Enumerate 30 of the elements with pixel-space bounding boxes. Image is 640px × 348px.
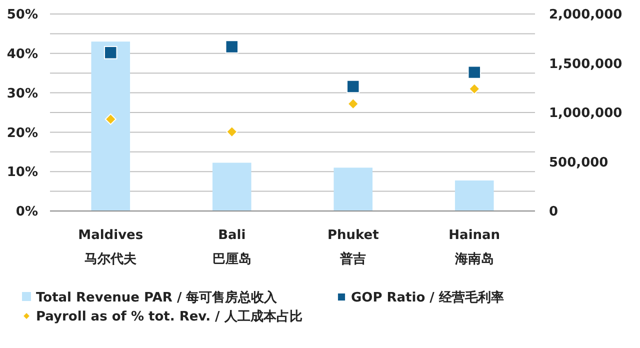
y2-tick-label: 1,000,000	[549, 106, 622, 122]
y-tick-label: 40%	[6, 46, 38, 62]
point	[226, 126, 238, 138]
point	[104, 113, 116, 125]
point	[104, 46, 118, 60]
point	[346, 80, 360, 94]
point	[468, 66, 481, 79]
y-tick-label: 0%	[16, 204, 38, 220]
bar	[454, 180, 494, 211]
y2-tick-label: 500,000	[549, 155, 608, 170]
legend-label: Total Revenue PAR / 每可售房总收入	[36, 290, 278, 306]
point	[468, 83, 480, 95]
bar	[212, 162, 252, 211]
point	[225, 40, 238, 54]
x-tick-label: Phuket 普吉	[327, 228, 379, 267]
bar	[334, 168, 373, 211]
y2-tick-label: 2,000,000	[549, 8, 622, 23]
y2-tick-label: 0	[549, 204, 558, 220]
point	[347, 98, 359, 110]
y-tick-label: 20%	[6, 126, 38, 141]
y-tick-label: 10%	[6, 165, 38, 180]
x-tick-label: Bali 巴厘岛	[212, 228, 252, 267]
bar	[91, 42, 130, 211]
legend-label: GOP Ratio / 经营毛利率	[351, 290, 504, 306]
x-tick-label: Maldives 马尔代夫	[78, 228, 144, 267]
y-tick-label: 30%	[6, 86, 38, 102]
y-tick-label: 50%	[6, 8, 38, 23]
y2-tick-label: 1,500,000	[549, 56, 622, 72]
x-tick-label: Hainan 海南岛	[448, 228, 500, 267]
legend-label: Payroll as of % tot. Rev. / 人工成本占比	[36, 310, 302, 325]
